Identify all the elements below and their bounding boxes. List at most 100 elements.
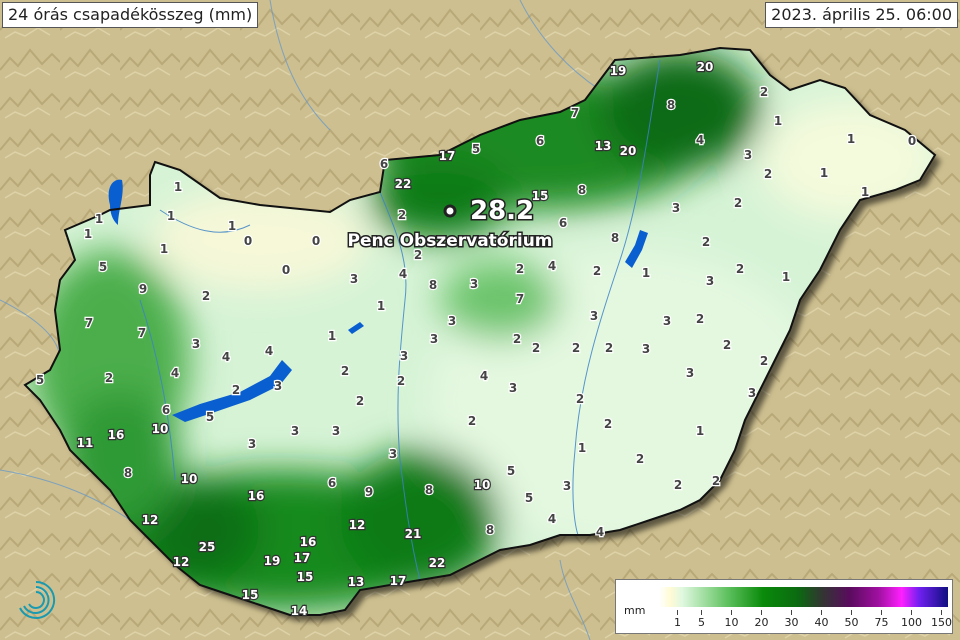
- legend-tick: [941, 610, 942, 615]
- station-value-label: 22: [429, 556, 446, 570]
- station-value-label: 8: [124, 466, 132, 480]
- legend-tick: [677, 610, 678, 615]
- station-value-label: 0: [282, 263, 290, 277]
- station-value-label: 1: [328, 329, 336, 343]
- station-value-label: 1: [84, 227, 92, 241]
- station-value-label: 1: [377, 299, 385, 313]
- station-value-label: 2: [604, 417, 612, 431]
- station-value-label: 10: [474, 478, 491, 492]
- station-value-label: 16: [300, 535, 317, 549]
- met-service-logo-icon: [19, 580, 56, 619]
- station-value-label: 8: [611, 231, 619, 245]
- station-value-label: 3: [274, 379, 282, 393]
- station-value-label: 16: [108, 428, 125, 442]
- station-value-label: 2: [356, 394, 364, 408]
- station-value-label: 1: [861, 185, 869, 199]
- station-value-label: 10: [152, 422, 169, 436]
- station-value-label: 4: [548, 512, 556, 526]
- station-value-label: 5: [99, 260, 107, 274]
- station-value-label: 20: [697, 60, 714, 74]
- legend-tick-label: 50: [844, 616, 859, 629]
- station-value-label: 8: [667, 98, 675, 112]
- station-value-label: 3: [332, 424, 340, 438]
- station-value-label: 3: [686, 366, 694, 380]
- map-title: 24 órás csapadékösszeg (mm): [2, 2, 259, 28]
- station-value-label: 2: [232, 383, 240, 397]
- station-value-label: 5: [525, 491, 533, 505]
- station-value-label: 4: [696, 133, 704, 147]
- station-name: Penc Obszervatórium: [347, 231, 552, 251]
- station-value-label: 14: [291, 604, 308, 618]
- station-value-label: 7: [138, 326, 146, 340]
- station-value-label: 6: [162, 403, 170, 417]
- station-value-label: 7: [516, 292, 524, 306]
- station-value-label: 3: [509, 381, 517, 395]
- legend-tick-label: 5: [698, 616, 705, 629]
- station-value-label: 17: [390, 574, 407, 588]
- station-value-label: 2: [723, 338, 731, 352]
- legend-tick: [731, 610, 732, 615]
- station-value-label: 8: [578, 183, 586, 197]
- station-value-label: 3: [748, 386, 756, 400]
- station-value-label: 1: [167, 209, 175, 223]
- station-value-label: 6: [328, 476, 336, 490]
- lake-tisza: [625, 230, 648, 268]
- station-value-label: 2: [636, 452, 644, 466]
- station-value-label: 5: [507, 464, 515, 478]
- station-value-label: 15: [532, 189, 549, 203]
- station-value-label: 2: [674, 478, 682, 492]
- station-value-label: 8: [429, 278, 437, 292]
- lake-neusiedl: [108, 179, 123, 225]
- legend-tick-label: 1: [674, 616, 681, 629]
- map-datetime: 2023. április 25. 06:00: [765, 2, 958, 28]
- station-value-label: 4: [596, 525, 604, 539]
- station-value-label: 4: [265, 344, 273, 358]
- station-value-label: 9: [139, 282, 147, 296]
- station-value-label: 5: [206, 410, 214, 424]
- station-value-label: 6: [380, 157, 388, 171]
- legend-tick: [851, 610, 852, 615]
- station-value-label: 2: [593, 264, 601, 278]
- station-value-label: 3: [389, 447, 397, 461]
- station-value-label: 3: [470, 277, 478, 291]
- station-value-label: 6: [559, 216, 567, 230]
- legend-tick-label: 30: [784, 616, 799, 629]
- station-value-label: 5: [472, 142, 480, 156]
- station-value-label: 19: [610, 64, 627, 78]
- station-value-label: 3: [706, 274, 714, 288]
- station-value-label: 1: [847, 132, 855, 146]
- station-value-label: 1: [95, 212, 103, 226]
- rivers-outside: [0, 0, 601, 640]
- station-marker-icon: [443, 204, 457, 218]
- station-value-label: 3: [350, 272, 358, 286]
- station-value: 28.2: [470, 196, 534, 226]
- station-value-label: 3: [248, 437, 256, 451]
- legend-tick: [911, 610, 912, 615]
- station-value-label: 0: [312, 234, 320, 248]
- station-value-label: 0: [244, 234, 252, 248]
- station-value-label: 3: [642, 342, 650, 356]
- station-value-label: 13: [595, 139, 612, 153]
- legend-tick: [761, 610, 762, 615]
- station-value-label: 1: [820, 166, 828, 180]
- legend-tick: [821, 610, 822, 615]
- color-legend: mm 1 5 10 20 30 40 50 75 100 150: [615, 579, 953, 634]
- station-value-label: 2: [398, 208, 406, 222]
- station-value-label: 3: [448, 314, 456, 328]
- station-value-label: 25: [199, 540, 216, 554]
- station-value-label: 1: [696, 424, 704, 438]
- station-value-label: 3: [744, 148, 752, 162]
- station-value-label: 15: [297, 570, 314, 584]
- station-value-label: 2: [397, 374, 405, 388]
- station-value-label: 3: [291, 424, 299, 438]
- station-value-label: 2: [760, 85, 768, 99]
- station-value-label: 2: [736, 262, 744, 276]
- legend-color-bar: [659, 587, 948, 607]
- station-value-label: 2: [414, 248, 422, 262]
- station-value-label: 1: [642, 266, 650, 280]
- station-value-label: 11: [77, 436, 94, 450]
- station-value-label: 1: [228, 219, 236, 233]
- legend-tick: [701, 610, 702, 615]
- station-value-label: 17: [294, 551, 311, 565]
